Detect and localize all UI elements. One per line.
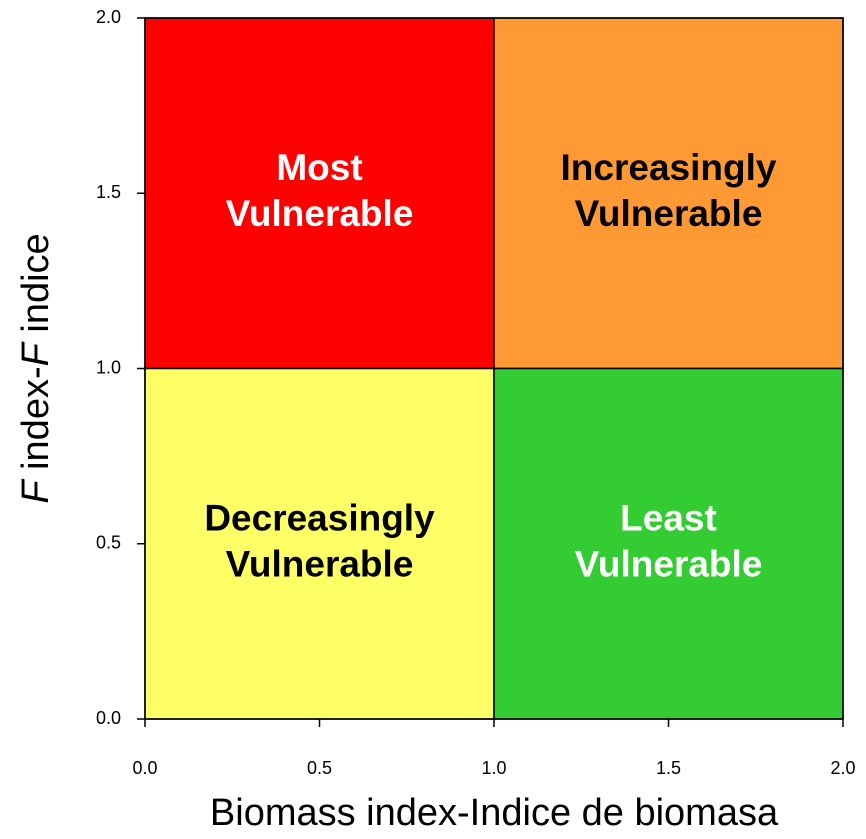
x-tick-label: 0.5 (307, 758, 332, 778)
region-label: Increasingly (561, 147, 777, 188)
y-tick-label: 0.0 (96, 708, 121, 728)
region-label: Vulnerable (575, 193, 763, 234)
x-axis-title: Biomass index-Indice de biomasa (210, 792, 779, 834)
x-tick-label: 2.0 (830, 758, 855, 778)
y-tick-label: 1.5 (96, 182, 121, 202)
region (493, 367, 844, 720)
region (493, 17, 844, 370)
x-tick-label: 1.5 (656, 758, 681, 778)
region-label: Vulnerable (226, 193, 414, 234)
region-label: Least (620, 498, 717, 539)
y-axis-title: F index-F indice (15, 233, 57, 503)
y-tick-label: 2.0 (96, 7, 121, 27)
region-label: Most (276, 147, 362, 188)
y-axis-title-part: F (15, 479, 57, 504)
region (144, 17, 495, 370)
y-axis-title-part: indice (15, 233, 57, 343)
y-axis-title-part: F (15, 341, 57, 366)
region (144, 367, 495, 720)
region-label: Vulnerable (226, 544, 414, 585)
region-label: Vulnerable (575, 544, 763, 585)
x-tick-label: 1.0 (481, 758, 506, 778)
y-tick-label: 1.0 (96, 357, 121, 377)
x-tick-label: 0.0 (132, 758, 157, 778)
y-axis-title-part: index- (15, 366, 57, 480)
y-tick-label: 0.5 (96, 533, 121, 553)
region-label: Decreasingly (204, 498, 435, 539)
